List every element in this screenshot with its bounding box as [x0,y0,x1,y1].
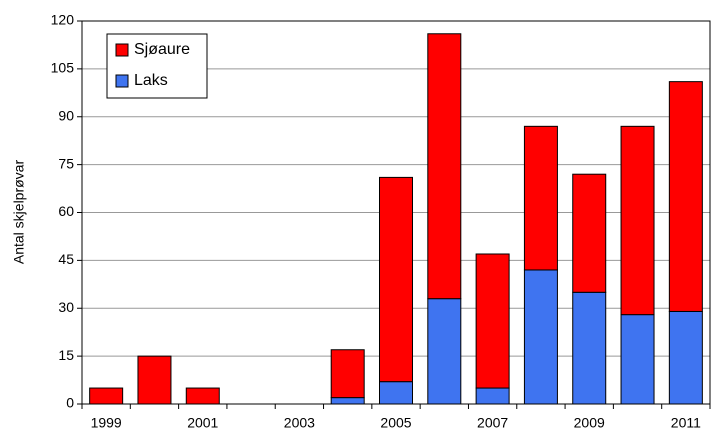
legend-label: Laks [134,72,168,89]
y-tick-label: 60 [58,203,74,219]
bar-segment [620,314,655,405]
y-tick-label: 30 [58,299,74,315]
bar-segment [475,253,510,389]
bar-segment [330,349,365,399]
bar-segment [572,173,607,293]
y-tick-label: 75 [58,155,74,171]
x-tick-label: 2009 [574,415,605,431]
bar-segment [379,176,413,383]
y-axis-label: Antal skjelprøvar [11,160,27,265]
bar-segment [523,125,558,271]
y-tick-label: 120 [51,12,75,28]
bar-segment [427,33,462,300]
y-tick-label: 105 [51,60,75,76]
x-tick-label: 1999 [91,415,122,431]
bar-segment [475,387,510,405]
x-tick-label: 2001 [187,415,218,431]
bar-segment [185,387,220,405]
bar-segment [620,125,655,316]
bar-segment [379,381,413,405]
x-tick-label: 2011 [671,415,701,431]
legend-swatch [115,74,129,88]
bar-segment [668,81,703,312]
y-tick-label: 90 [58,107,74,123]
x-tick-label: 2007 [477,415,508,431]
y-tick-label: 0 [66,395,74,411]
bar-segment [523,269,558,405]
x-tick-label: 2003 [284,415,315,431]
bar-segment [668,310,703,405]
bar-segment [330,397,365,405]
x-tick-label: 2005 [380,415,411,431]
bar-segment [427,298,462,405]
bar-segment [137,355,172,405]
y-tick-label: 15 [58,347,74,363]
legend-label: Sjøaure [134,41,190,58]
bar-segment [572,291,607,405]
bar-segment [89,387,124,405]
y-tick-label: 45 [58,251,74,267]
legend-swatch [115,43,129,57]
